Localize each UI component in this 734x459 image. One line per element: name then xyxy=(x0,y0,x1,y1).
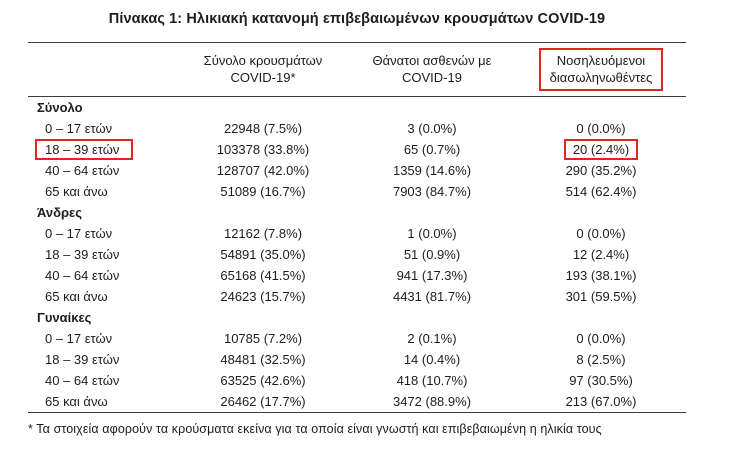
empty-header-cell xyxy=(28,42,178,97)
intubated-value: 8 (2.5%) xyxy=(576,352,626,367)
intubated-value: 290 (35.2%) xyxy=(565,163,637,178)
cases-column-header: Σύνολο κρουσμάτων COVID-19* xyxy=(178,42,348,97)
age-row-label: 18 – 39 ετών xyxy=(45,352,120,367)
group-row-total: Σύνολο xyxy=(28,97,686,119)
group-header-men: Άνδρες xyxy=(37,205,82,220)
deaths-value: 7903 (84.7%) xyxy=(392,184,472,199)
cases-value: 128707 (42.0%) xyxy=(216,163,310,178)
age-row-label: 18 – 39 ετών xyxy=(28,139,178,160)
cases-value: 10785 (7.2%) xyxy=(223,331,303,346)
age-row-label: 40 – 64 ετών xyxy=(45,373,120,388)
cases-value: 51089 (16.7%) xyxy=(220,184,306,199)
cases-value: 54891 (35.0%) xyxy=(220,247,306,262)
table-row: 0 – 17 ετών 22948 (7.5%) 3 (0.0%) 0 (0.0… xyxy=(28,118,686,139)
table-row: 18 – 39 ετών 103378 (33.8%) 65 (0.7%) 20… xyxy=(28,139,686,160)
intubated-value: 514 (62.4%) xyxy=(565,184,637,199)
intubated-value: 213 (67.0%) xyxy=(565,394,637,409)
cases-header-line2: COVID-19* xyxy=(230,70,296,85)
age-row-label: 0 – 17 ετών xyxy=(45,121,113,136)
table-row: 65 και άνω 24623 (15.7%) 4431 (81.7%) 30… xyxy=(28,286,686,307)
age-row-label: 65 και άνω xyxy=(45,184,108,199)
intubated-column-header: Νοσηλευόμενοι διασωληνωθέντες xyxy=(516,42,686,97)
deaths-value: 3 (0.0%) xyxy=(407,121,457,136)
table-row: 0 – 17 ετών 12162 (7.8%) 1 (0.0%) 0 (0.0… xyxy=(28,223,686,244)
age-row-label: 40 – 64 ετών xyxy=(45,268,120,283)
deaths-value: 65 (0.7%) xyxy=(403,142,461,157)
table-row: 40 – 64 ετών 63525 (42.6%) 418 (10.7%) 9… xyxy=(28,370,686,391)
cases-value: 12162 (7.8%) xyxy=(223,226,303,241)
deaths-header-line2: COVID-19 xyxy=(402,70,462,85)
highlight-box-intubated-value: 20 (2.4%) xyxy=(563,139,639,160)
intubated-value: 12 (2.4%) xyxy=(572,247,630,262)
table-row: 0 – 17 ετών 10785 (7.2%) 2 (0.1%) 0 (0.0… xyxy=(28,328,686,349)
table-row: 18 – 39 ετών 48481 (32.5%) 14 (0.4%) 8 (… xyxy=(28,349,686,370)
table-row: 18 – 39 ετών 54891 (35.0%) 51 (0.9%) 12 … xyxy=(28,244,686,265)
intubated-value: 0 (0.0%) xyxy=(576,226,626,241)
age-row-label: 40 – 64 ετών xyxy=(45,163,120,178)
age-row-label: 0 – 17 ετών xyxy=(45,331,113,346)
deaths-value: 2 (0.1%) xyxy=(407,331,457,346)
covid-age-distribution-table: Σύνολο κρουσμάτων COVID-19* Θάνατοι ασθε… xyxy=(28,42,686,413)
intubated-value: 97 (30.5%) xyxy=(569,373,633,388)
cases-value: 22948 (7.5%) xyxy=(223,121,303,136)
deaths-value: 4431 (81.7%) xyxy=(392,289,472,304)
highlight-box-intubated-header: Νοσηλευόμενοι διασωληνωθέντες xyxy=(538,48,664,91)
table-title: Πίνακας 1: Ηλικιακή κατανομή επιβεβαιωμέ… xyxy=(108,11,606,27)
deaths-value: 3472 (88.9%) xyxy=(392,394,472,409)
deaths-value: 1359 (14.6%) xyxy=(392,163,472,178)
cases-value: 26462 (17.7%) xyxy=(220,394,306,409)
table-row: 40 – 64 ετών 65168 (41.5%) 941 (17.3%) 1… xyxy=(28,265,686,286)
cases-value: 24623 (15.7%) xyxy=(220,289,306,304)
intubated-value: 0 (0.0%) xyxy=(576,121,626,136)
table-row: 65 και άνω 26462 (17.7%) 3472 (88.9%) 21… xyxy=(28,391,686,413)
deaths-value: 51 (0.9%) xyxy=(403,247,461,262)
table-row: 65 και άνω 51089 (16.7%) 7903 (84.7%) 51… xyxy=(28,181,686,202)
intubated-header-line2: διασωληνωθέντες xyxy=(549,70,653,85)
header-row: Σύνολο κρουσμάτων COVID-19* Θάνατοι ασθε… xyxy=(28,42,686,97)
report-page: Πίνακας 1: Ηλικιακή κατανομή επιβεβαιωμέ… xyxy=(28,11,686,436)
intubated-value: 193 (38.1%) xyxy=(565,268,637,283)
intubated-value: 20 (2.4%) xyxy=(516,139,686,160)
age-row-label-text: 18 – 39 ετών xyxy=(45,142,120,157)
intubated-value: 0 (0.0%) xyxy=(576,331,626,346)
deaths-value: 14 (0.4%) xyxy=(403,352,461,367)
age-row-label: 18 – 39 ετών xyxy=(45,247,120,262)
cases-value: 65168 (41.5%) xyxy=(220,268,306,283)
cases-value: 63525 (42.6%) xyxy=(220,373,306,388)
table-footnote: * Τα στοιχεία αφορούν τα κρούσματα εκείν… xyxy=(28,422,602,436)
cases-value: 103378 (33.8%) xyxy=(216,142,310,157)
intubated-value: 301 (59.5%) xyxy=(565,289,637,304)
intubated-header-line1: Νοσηλευόμενοι xyxy=(556,53,646,68)
intubated-value-text: 20 (2.4%) xyxy=(572,142,630,157)
cases-value: 48481 (32.5%) xyxy=(220,352,306,367)
deaths-column-header: Θάνατοι ασθενών με COVID-19 xyxy=(348,42,516,97)
group-header-total: Σύνολο xyxy=(37,100,83,115)
deaths-value: 1 (0.0%) xyxy=(407,226,457,241)
age-row-label: 65 και άνω xyxy=(45,394,108,409)
age-row-label: 65 και άνω xyxy=(45,289,108,304)
age-row-label: 0 – 17 ετών xyxy=(45,226,113,241)
cases-header-line1: Σύνολο κρουσμάτων xyxy=(203,53,323,68)
deaths-value: 418 (10.7%) xyxy=(396,373,468,388)
group-row-women: Γυναίκες xyxy=(28,307,686,328)
highlight-box-age-row: 18 – 39 ετών xyxy=(35,139,134,160)
deaths-value: 941 (17.3%) xyxy=(396,268,468,283)
group-header-women: Γυναίκες xyxy=(37,310,92,325)
deaths-header-line1: Θάνατοι ασθενών με xyxy=(372,53,492,68)
group-row-men: Άνδρες xyxy=(28,202,686,223)
table-row: 40 – 64 ετών 128707 (42.0%) 1359 (14.6%)… xyxy=(28,160,686,181)
